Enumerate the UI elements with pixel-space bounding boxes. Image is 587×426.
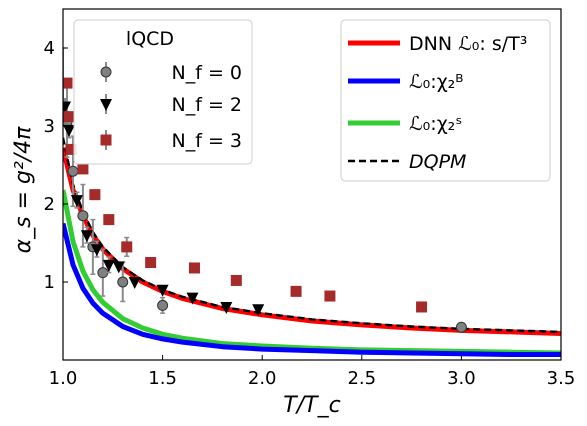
legend-marker <box>100 99 112 111</box>
data-point <box>67 165 79 177</box>
data-point <box>63 111 75 123</box>
y-tick-label: 1 <box>44 272 55 293</box>
data-point <box>121 241 133 253</box>
data-point <box>416 301 428 313</box>
legend-label: DNN ℒ₀: s/T³ <box>409 33 527 55</box>
data-point <box>89 189 101 201</box>
x-axis-title: T/T_c <box>283 393 340 418</box>
data-point <box>63 101 71 114</box>
x-tick-label: 1.0 <box>49 368 78 389</box>
legend-label: N_f = 2 <box>172 94 243 116</box>
data-point <box>186 292 199 305</box>
plot-frame <box>62 8 562 361</box>
series-line <box>63 137 561 334</box>
data-point <box>70 195 83 208</box>
legend-lqcd-title: lQCD <box>126 28 174 50</box>
legend-label: ℒ₀:χ₂ˢ <box>409 113 462 135</box>
x-tick-label: 3.5 <box>547 368 576 389</box>
data-point <box>145 257 157 268</box>
data-point <box>156 284 169 297</box>
y-tick-label: 3 <box>44 116 55 137</box>
x-tick-label: 2.5 <box>347 368 376 389</box>
data-point <box>230 274 242 286</box>
legend-label: N_f = 3 <box>172 130 243 152</box>
data-point <box>290 285 302 297</box>
legend-marker <box>100 66 112 78</box>
data-point <box>65 143 77 155</box>
y-tick-label: 4 <box>44 38 55 59</box>
data-point <box>128 277 141 289</box>
data-point <box>112 261 125 274</box>
legend-lqcd: lQCD N_f = 0 N_f = 2 N_f = 3 <box>73 19 253 165</box>
legend-label: N_f = 0 <box>172 62 243 84</box>
data-point <box>188 262 200 274</box>
legend-marker <box>100 134 112 146</box>
y-tick-label: 2 <box>44 194 55 215</box>
data-point <box>252 304 265 317</box>
x-tick-label: 2.0 <box>248 368 277 389</box>
data-point <box>220 301 233 314</box>
data-point <box>90 244 103 257</box>
data-point <box>455 321 467 333</box>
x-tick-label: 1.5 <box>148 368 177 389</box>
data-point <box>63 77 73 89</box>
data-point <box>80 230 93 243</box>
data-point <box>63 124 75 137</box>
data-point <box>77 210 89 222</box>
data-point <box>77 163 89 175</box>
data-point <box>324 290 336 302</box>
series-line <box>63 147 561 336</box>
data-point <box>157 299 169 311</box>
data-point <box>103 214 115 226</box>
data-point <box>117 276 129 288</box>
legend-label: ℒ₀:χ₂ᴮ <box>409 71 464 93</box>
legend-curves: DNN ℒ₀: s/T³ ℒ₀:χ₂ᴮ ℒ₀:χ₂ˢ DQPM <box>340 19 551 182</box>
data-point <box>102 259 115 272</box>
legend-label: DQPM <box>409 151 466 173</box>
x-tick-label: 3.0 <box>447 368 476 389</box>
series-line <box>63 222 561 357</box>
y-axis-title: α_s = g²/4π <box>11 126 36 254</box>
